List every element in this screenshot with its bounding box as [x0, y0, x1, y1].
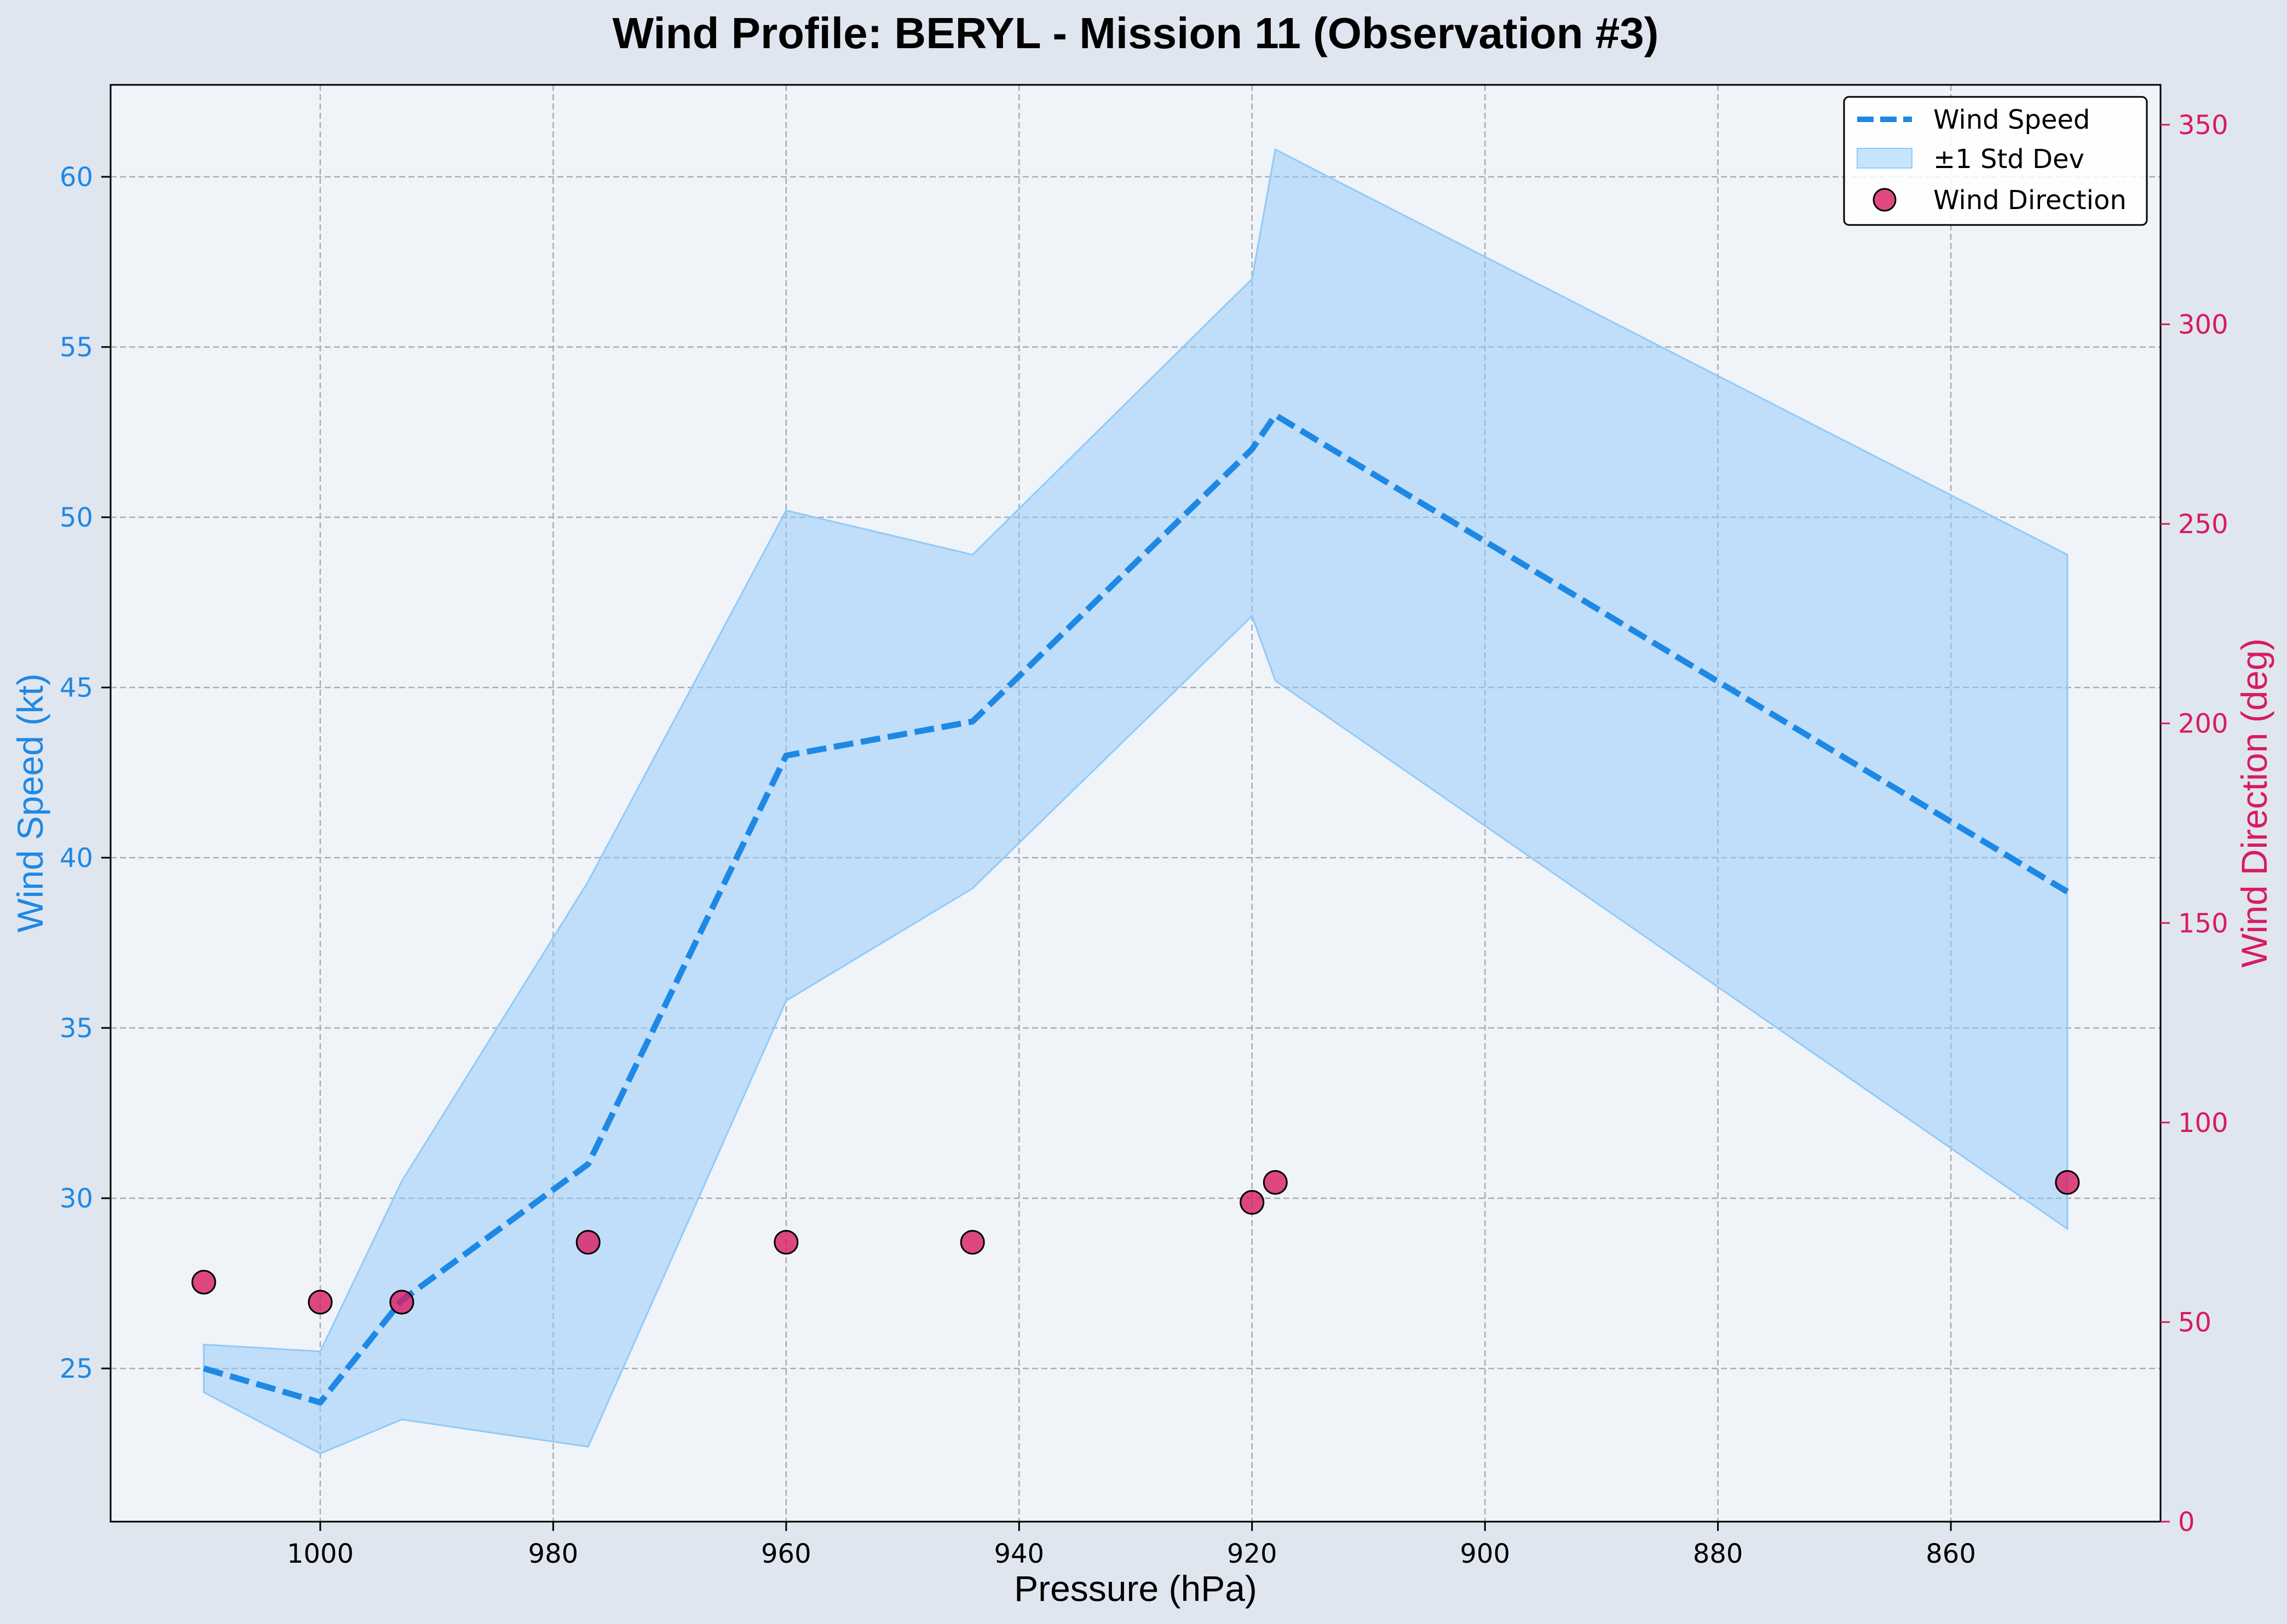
legend-label-wind-direction: Wind Direction [1933, 185, 2127, 216]
x-tick-label-3: 940 [994, 1539, 1044, 1569]
wind-speed-line [203, 412, 2069, 1406]
y2-axis-label: Wind Direction (deg) [2234, 638, 2274, 968]
x-tick-label-6: 880 [1693, 1539, 1743, 1569]
y-tick-label-4: 45 [60, 673, 93, 703]
wind-direction-point-3 [575, 1230, 601, 1255]
y-tick-label-1: 30 [60, 1183, 93, 1214]
y2-tick-label-6: 300 [2178, 310, 2228, 340]
x-tick-label-7: 860 [1926, 1539, 1976, 1569]
y-tick-label-0: 25 [60, 1354, 93, 1384]
y2-tick-label-7: 350 [2178, 110, 2228, 141]
wind-direction-point-1 [308, 1290, 333, 1315]
std-dev-band [203, 148, 2069, 1455]
y2-tick-label-4: 200 [2178, 709, 2228, 739]
legend-label-std-dev: ±1 Std Dev [1933, 144, 2084, 175]
chart-title: Wind Profile: BERYL - Mission 11 (Observ… [613, 9, 1659, 57]
y-tick-label-2: 35 [60, 1013, 93, 1044]
wind-direction-point-8 [2055, 1170, 2080, 1195]
y2-tick-label-2: 100 [2178, 1108, 2228, 1138]
legend-swatch-wind-direction [1873, 188, 1897, 212]
wind-direction-point-4 [774, 1230, 799, 1255]
x-axis-ticks: 1000 980 960 940 920 900 880 860 [287, 1522, 1976, 1569]
x-tick-label-5: 900 [1460, 1539, 1510, 1569]
wind-direction-points-layer [191, 1170, 2080, 1315]
plot-frame [110, 84, 2162, 1523]
y2-tick-label-0: 0 [2178, 1507, 2195, 1538]
wind-direction-point-5 [960, 1230, 985, 1255]
y-tick-label-5: 50 [60, 502, 93, 533]
wind-direction-point-7 [1263, 1170, 1288, 1195]
x-tick-label-2: 960 [761, 1539, 811, 1569]
wind-direction-point-0 [191, 1270, 216, 1294]
x-tick-label-0: 1000 [287, 1539, 354, 1569]
legend: Wind Speed ±1 Std Dev Wind Direction [1843, 96, 2148, 226]
x-tick-label-4: 920 [1227, 1539, 1277, 1569]
y2-tick-label-1: 50 [2178, 1307, 2211, 1338]
y-tick-label-7: 60 [60, 162, 93, 193]
y2-axis-ticks: 0 50 100 150 200 250 300 350 [2161, 110, 2228, 1538]
y-axis-label: Wind Speed (kt) [10, 673, 50, 932]
wind-direction-point-2 [389, 1290, 414, 1315]
y2-tick-label-5: 250 [2178, 509, 2228, 540]
y2-tick-label-3: 150 [2178, 908, 2228, 939]
legend-swatch-std-dev [1857, 148, 1912, 169]
x-tick-label-1: 980 [528, 1539, 579, 1569]
wind-direction-point-6 [1240, 1190, 1265, 1215]
legend-label-wind-speed: Wind Speed [1933, 105, 2090, 135]
y-tick-label-6: 55 [60, 332, 93, 363]
wind-speed-line-layer [203, 412, 2069, 1406]
y-axis-ticks: 25 30 35 40 45 50 55 60 [60, 162, 111, 1384]
std-dev-band-layer [203, 148, 2069, 1455]
legend-box [1843, 96, 2148, 226]
x-axis-label: Pressure (hPa) [1014, 1568, 1257, 1609]
y-tick-label-3: 40 [60, 843, 93, 874]
